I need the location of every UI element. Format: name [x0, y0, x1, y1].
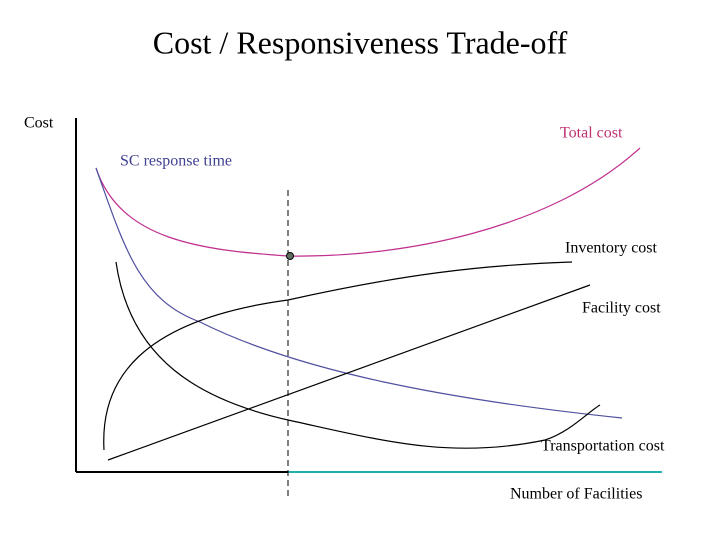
response-time-curve: [95, 167, 623, 419]
facility-cost-curve: [107, 284, 591, 461]
transportation-cost-curve: [115, 261, 601, 449]
x-axis-label: Number of Facilities: [510, 486, 642, 503]
total-cost-label: Total cost: [560, 125, 623, 142]
transportation-cost-label: Transportation cost: [541, 438, 665, 455]
inventory-cost-label: Inventory cost: [565, 240, 658, 257]
inventory-cost-curve: [103, 261, 573, 451]
facility-cost-label: Facility cost: [582, 300, 661, 317]
response-time-label: SC response time: [120, 153, 232, 170]
title: Cost / Responsiveness Trade-off: [153, 24, 568, 60]
y-axis-label: Cost: [24, 115, 54, 132]
optimum-point: [286, 252, 294, 260]
total-cost-curve: [95, 147, 641, 257]
